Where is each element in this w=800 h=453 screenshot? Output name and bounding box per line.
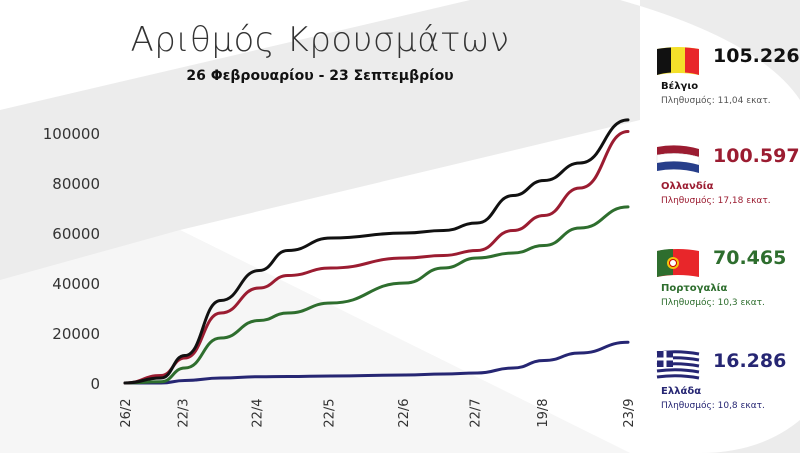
belgium-population: Πληθυσμός: 11,04 εκατ. [661,96,771,106]
x-tick-label: 22/6 [397,398,412,427]
netherlands-label: Ολλανδία [661,181,714,192]
series-line-Ελλάδα [123,340,630,385]
x-tick-label: 19/8 [536,398,551,427]
portugal-label: Πορτογαλία [661,283,728,294]
x-tick-label: 22/4 [251,398,266,427]
portugal-total: 70.465 [713,247,787,269]
belgium-label: Βέλγιο [661,81,699,92]
y-tick-label: 100000 [43,125,100,143]
y-tick-label: 20000 [52,325,100,343]
x-tick-label: 23/9 [622,398,637,427]
x-tick-label: 26/2 [119,398,134,427]
y-tick-label: 0 [90,375,100,393]
netherlands-population: Πληθυσμός: 17,18 εκατ. [661,196,771,206]
chart-title: Αριθμός Κρουσμάτων [130,20,510,60]
series-line-Ολλανδία [123,130,630,385]
netherlands-flag-icon [656,145,700,173]
y-tick-label: 40000 [52,275,100,293]
portugal-flag-icon [657,249,699,277]
belgium-total: 105.226 [713,45,800,67]
belgium-flag-icon [657,47,699,75]
x-tick-label: 22/7 [469,398,484,427]
x-tick-label: 22/3 [176,398,191,427]
greece-total: 16.286 [713,350,787,372]
greece-population: Πληθυσμός: 10,8 εκατ. [661,401,765,411]
y-tick-label: 60000 [52,225,100,243]
greece-flag-icon [656,350,700,380]
chart-subtitle: 26 Φεβρουαρίου - 23 Σεπτεμβρίου [186,68,454,84]
netherlands-total: 100.597 [713,145,800,167]
greece-label: Ελλάδα [661,386,702,397]
y-tick-label: 80000 [52,175,100,193]
x-tick-label: 22/5 [323,398,338,427]
series-line-Βέλγιο [123,118,630,385]
portugal-population: Πληθυσμός: 10,3 εκατ. [661,298,765,308]
series-line-Πορτογαλία [123,205,630,385]
